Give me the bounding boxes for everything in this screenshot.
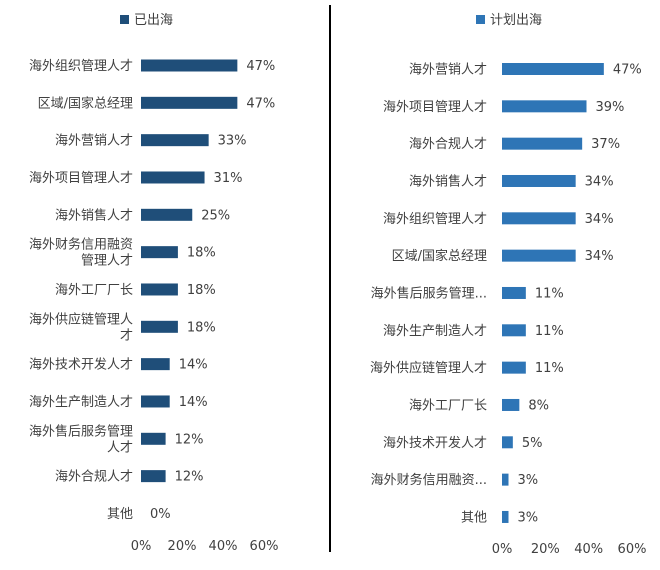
category-label: 区域/国家总经理 [38, 95, 133, 111]
category-label: 海外技术开发人才 [383, 435, 487, 451]
x-tick-label: 40% [209, 539, 238, 554]
value-label: 33% [218, 134, 247, 149]
x-tick-label: 20% [168, 539, 197, 554]
category-label: 海外售后服务管理... [371, 285, 487, 301]
value-label: 18% [187, 320, 216, 335]
bar [141, 358, 170, 371]
bar [502, 286, 526, 299]
category-label: 海外财务信用融资管理人才 [29, 237, 133, 269]
x-tick-label: 40% [574, 542, 603, 557]
category-label: 海外供应链管理人才 [370, 360, 487, 376]
value-label: 25% [201, 208, 230, 223]
category-label: 海外生产制造人才 [383, 324, 487, 339]
bar [502, 361, 526, 374]
value-label: 34% [585, 174, 614, 189]
x-tick-label: 60% [250, 539, 279, 554]
category-label: 其他 [461, 510, 487, 525]
bar [502, 436, 513, 449]
bar [502, 510, 509, 523]
category-label: 海外合规人才 [409, 137, 487, 152]
category-label: 海外项目管理人才 [383, 100, 487, 115]
category-label: 区域/国家总经理 [392, 248, 487, 264]
value-label: 11% [535, 361, 564, 376]
bar [141, 208, 193, 221]
category-label: 海外销售人才 [409, 173, 487, 189]
category-label: 海外供应链管理人才 [29, 311, 133, 343]
bar [141, 432, 166, 445]
x-tick-label: 0% [131, 539, 152, 554]
legend-swatch [476, 15, 485, 24]
category-label: 海外技术开发人才 [29, 357, 133, 373]
value-label: 47% [246, 59, 275, 74]
value-label: 0% [150, 507, 171, 522]
bar [141, 96, 238, 109]
bar [502, 473, 509, 486]
category-label: 海外工厂厂长 [409, 398, 487, 413]
category-label: 海外项目管理人才 [29, 171, 133, 186]
category-label: 海外生产制造人才 [29, 395, 133, 410]
value-label: 47% [613, 63, 642, 78]
value-label: 14% [179, 395, 208, 410]
category-label: 海外营销人才 [55, 134, 133, 149]
value-label: 31% [214, 171, 243, 186]
x-tick-label: 20% [531, 542, 560, 557]
bar [141, 470, 166, 483]
bar [502, 100, 587, 113]
category-label: 海外工厂厂长 [55, 283, 133, 298]
bar [141, 283, 178, 296]
value-label: 34% [585, 249, 614, 264]
x-tick-label: 60% [618, 542, 647, 557]
category-label: 海外组织管理人才 [383, 212, 487, 227]
bar [141, 320, 178, 333]
value-label: 39% [596, 100, 625, 115]
value-label: 12% [175, 432, 204, 447]
value-label: 12% [175, 470, 204, 485]
value-label: 11% [535, 286, 564, 301]
value-label: 34% [585, 212, 614, 227]
category-label: 海外财务信用融资... [371, 472, 487, 488]
bar [502, 63, 604, 75]
bar [502, 137, 583, 150]
bar [141, 246, 178, 259]
bar [141, 134, 209, 147]
value-label: 3% [518, 473, 539, 488]
bar [502, 249, 576, 262]
bar [141, 59, 238, 72]
value-label: 14% [179, 358, 208, 373]
bar [502, 324, 526, 337]
bar [141, 395, 170, 408]
value-label: 47% [246, 96, 275, 111]
value-label: 37% [591, 137, 620, 152]
value-label: 11% [535, 324, 564, 339]
bar [502, 174, 576, 187]
legend-label: 计划出海 [490, 13, 542, 28]
category-label: 其他 [107, 507, 133, 522]
value-label: 3% [518, 510, 539, 525]
category-label: 海外销售人才 [55, 207, 133, 223]
value-label: 5% [522, 436, 543, 451]
value-label: 18% [187, 283, 216, 298]
bar [502, 212, 576, 225]
x-tick-label: 0% [492, 542, 513, 557]
category-label: 海外组织管理人才 [29, 59, 133, 74]
bar [141, 171, 205, 184]
legend-swatch [120, 15, 129, 24]
category-label: 海外营销人才 [409, 63, 487, 78]
category-label: 海外合规人才 [55, 470, 133, 485]
bar [502, 398, 520, 411]
value-label: 8% [528, 398, 549, 413]
legend-label: 已出海 [134, 13, 173, 28]
value-label: 18% [187, 246, 216, 261]
category-label: 海外售后服务管理人才 [29, 423, 133, 455]
